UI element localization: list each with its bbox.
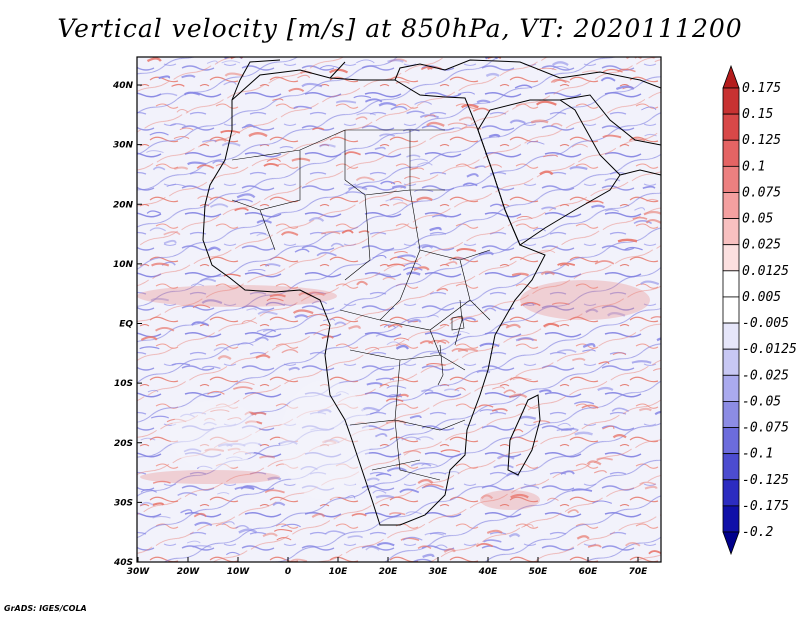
y-tick-label: 20N — [113, 200, 134, 210]
colorbar-label: 0.05 — [742, 212, 773, 227]
y-tick-label: 30N — [113, 141, 134, 151]
y-tick-label: 40N — [112, 81, 134, 91]
colorbar-swatch — [722, 64, 740, 89]
colorbar-label: -0.0125 — [742, 342, 797, 357]
lake-tanganyika — [437, 344, 444, 386]
map-frame — [136, 56, 662, 563]
colorbar-label: 0.15 — [742, 107, 773, 122]
y-tick-label: 10S — [114, 379, 133, 389]
x-tick-label: 30W — [127, 567, 151, 577]
x-tick-label: 0 — [285, 567, 291, 577]
x-tick-label: 10E — [329, 567, 349, 577]
colorbar-label: -0.175 — [742, 499, 789, 514]
colorbar-swatch — [722, 139, 740, 167]
madagascar-coastline — [507, 394, 541, 476]
colorbar-swatch — [722, 218, 740, 246]
colorbar-swatch — [722, 296, 740, 324]
x-tick-label: 70E — [629, 567, 649, 577]
x-tick-label: 20E — [379, 567, 399, 577]
europe-coastline — [231, 59, 661, 101]
x-tick-label: 40E — [478, 567, 499, 577]
colorbar-label: 0.0125 — [742, 264, 789, 279]
ascent-region — [480, 490, 540, 510]
colorbar-swatch — [722, 505, 740, 533]
colorbar-swatch — [722, 531, 740, 556]
colorbar-swatch — [722, 479, 740, 507]
colorbar-label: -0.005 — [742, 316, 789, 331]
colorbar-swatch — [722, 165, 740, 193]
neutral-region — [170, 400, 260, 470]
colorbar-swatch — [722, 87, 740, 115]
lake-victoria — [451, 315, 465, 331]
colorbar-swatch — [722, 374, 740, 402]
colorbar-label: -0.125 — [742, 473, 789, 488]
neutral-region — [280, 380, 370, 500]
colorbar-label: 0.025 — [742, 238, 781, 253]
colorbar-label: -0.025 — [742, 368, 789, 383]
colorbar-label: 0.175 — [742, 81, 781, 96]
y-tick-label: 10N — [113, 260, 134, 270]
y-tick-label: 20S — [114, 439, 133, 449]
x-tick-label: 30E — [429, 567, 449, 577]
colorbar-swatch — [722, 270, 740, 298]
y-tick-label: 40S — [113, 558, 133, 568]
india-coastline — [619, 169, 661, 176]
map-title: Vertical velocity [m/s] at 850hPa, VT: 2… — [57, 14, 743, 43]
colorbar-swatch — [722, 192, 740, 219]
africa-coastline — [202, 69, 546, 526]
colorbar-label: -0.075 — [742, 421, 789, 436]
x-tick-label: 60E — [579, 567, 599, 577]
colorbar-label: -0.2 — [742, 525, 773, 540]
x-tick-label: 20W — [177, 567, 201, 577]
colorbar-label: -0.1 — [742, 447, 773, 462]
ascent-region — [137, 285, 337, 307]
colorbar-label: 0.125 — [742, 133, 781, 148]
x-tick-label: 50E — [529, 567, 549, 577]
grads-credit: GrADS: IGES/COLA — [4, 604, 87, 613]
colorbar-swatch — [722, 348, 740, 376]
colorbar-swatch — [722, 244, 740, 272]
coastline-layer — [202, 59, 661, 526]
colorbar-label: -0.05 — [742, 394, 781, 409]
x-tick-label: 10W — [227, 567, 251, 577]
borders-layer — [231, 129, 491, 481]
y-tick-label: EQ — [119, 320, 133, 330]
colorbar-swatch — [722, 453, 740, 481]
y-tick-label: 30S — [114, 498, 133, 508]
colorbar-swatch — [722, 427, 740, 455]
ascent-region — [140, 470, 280, 484]
country-borders — [231, 129, 491, 481]
colorbar-swatch — [722, 322, 740, 350]
colorbar-swatch — [722, 113, 740, 141]
colorbar-label: 0.1 — [742, 159, 765, 174]
persian-gulf-coastline — [559, 94, 661, 146]
colorbar-swatch — [722, 401, 740, 428]
colorbar-label: 0.005 — [742, 290, 781, 305]
arabia-coastline — [477, 99, 621, 246]
colorbar-label: 0.075 — [742, 185, 781, 200]
ascent-region — [520, 280, 650, 320]
